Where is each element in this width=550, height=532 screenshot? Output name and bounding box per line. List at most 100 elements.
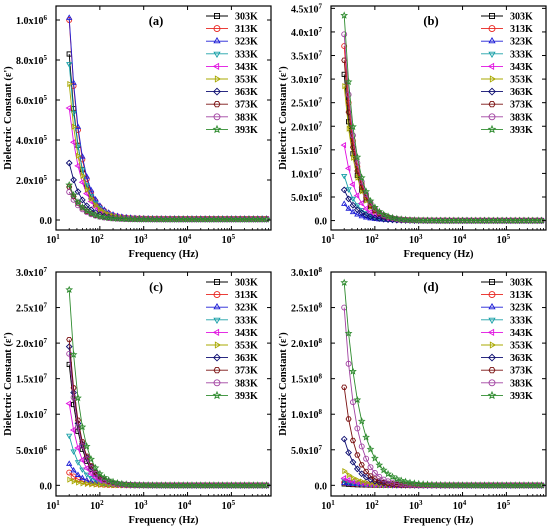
y-tick-label: 0.0 [315,217,328,228]
legend-entry-303K: 303K [510,278,533,289]
data-point-373K-6 [367,473,374,479]
data-point-333K-2 [349,196,357,203]
data-point-323K-1 [70,79,77,85]
data-point-393K-0 [340,278,349,286]
data-point-343K-6 [366,209,373,216]
data-point-343K-5 [362,205,368,212]
data-point-353K-5 [89,195,95,202]
data-point-343K-4 [83,465,89,472]
y-axis-label: Dielectric Constant (ε') [278,332,289,436]
data-point-363K-3 [78,196,86,204]
data-point-383K-4 [358,443,365,450]
data-point-363K-6 [367,476,374,483]
data-point-373K-5 [88,463,95,469]
data-point-343K-3 [78,179,85,186]
data-point-323K-4 [83,173,90,179]
legend-entry-393K: 393K [510,391,533,402]
y-tick-label: 4.5x107 [291,2,323,15]
data-point-353K-3 [355,476,362,484]
data-point-343K-3 [353,192,360,199]
data-point-393K-3 [353,153,362,161]
data-point-363K-4 [83,454,91,462]
chart-panel-a: 101 102 103 104 105 0.0 2.0x105 4.0x105 6.0x105 8… [3,5,272,260]
data-point-333K-0 [341,173,348,180]
legend-entry-373K: 373K [510,100,533,111]
legend-marker-383K [488,113,496,121]
x-tick-label: 105 [497,499,511,512]
data-point-343K-0 [340,475,347,482]
legend-marker-333K [488,317,496,324]
legend-marker-313K [488,25,496,33]
y-tick-label: 0.0 [315,481,328,492]
data-point-343K-1 [69,426,76,434]
panel-label: (d) [423,280,438,294]
data-point-343K-3 [78,456,85,464]
data-point-393K-7 [371,454,379,462]
data-point-343K-1 [344,476,351,484]
data-point-393K-7 [96,212,104,220]
data-point-393K-12 [117,479,126,488]
data-point-393K-16 [410,479,419,487]
data-point-363K-8 [375,215,383,223]
x-tick-label: 101 [46,499,60,512]
legend-entry-313K: 313K [510,290,533,301]
data-point-333K-5 [87,476,95,482]
data-point-353K-7 [98,481,104,488]
data-point-393K-5 [87,455,95,463]
data-point-323K-2 [349,208,357,215]
legend-entry-323K: 323K [510,37,533,48]
data-point-393K-8 [375,207,384,215]
x-tick-label: 103 [409,233,423,246]
legend-marker-343K [487,328,495,337]
x-tick-label: 105 [222,233,236,246]
data-point-393K-2 [349,122,357,131]
x-tick-label: 101 [46,233,60,246]
data-point-363K-2 [349,201,357,209]
data-point-353K-1 [346,125,353,132]
legend-entry-343K: 343K [510,328,533,339]
panel-label: (a) [149,14,164,28]
legend-marker-343K [212,62,220,71]
legend-entry-373K: 373K [510,366,533,377]
legend-marker-363K [488,87,496,96]
legend-marker-313K [213,25,221,33]
series-363K [340,435,545,489]
legend-marker-363K [213,87,221,96]
data-point-393K-10 [109,477,117,486]
data-point-393K-1 [344,77,353,86]
legend-entry-393K: 393K [235,125,258,136]
data-point-393K-45 [262,215,271,223]
y-tick-label: 2.0x105 [16,174,48,187]
data-point-323K-5 [87,186,95,193]
data-point-343K-2 [74,444,80,452]
data-point-323K-3 [354,211,361,217]
x-tick-label: 103 [409,499,423,512]
data-point-393K-2 [74,198,82,206]
data-point-383K-1 [345,360,352,367]
data-point-363K-0 [65,159,73,167]
data-point-393K-4 [357,417,366,425]
data-point-373K-0 [341,57,348,63]
data-point-363K-7 [371,214,379,222]
chart-panel-c: 101 102 103 104 105 0.0 5.0x106 1.0x107 1.5x107 2… [3,266,272,526]
legend-entry-323K: 323K [235,37,258,48]
y-tick-label: 2.0x107 [16,337,48,350]
data-point-363K-1 [345,195,352,203]
legend-marker-383K [488,379,496,387]
data-point-383K-0 [341,31,348,38]
series-343K [340,141,544,224]
data-point-323K-0 [66,460,73,466]
y-tick-label: 8.0x105 [16,54,48,67]
plot-frame [55,5,272,231]
x-tick-label: 103 [134,233,148,246]
x-tick-label: 104 [178,233,192,246]
x-axis-label: Frequency (Hz) [403,249,474,260]
data-point-393K-0 [65,285,74,294]
data-point-323K-0 [341,200,348,206]
data-point-393K-45 [537,216,546,224]
series-393K [340,11,546,224]
data-point-373K-10 [385,480,392,486]
x-tick-label: 101 [321,233,335,246]
